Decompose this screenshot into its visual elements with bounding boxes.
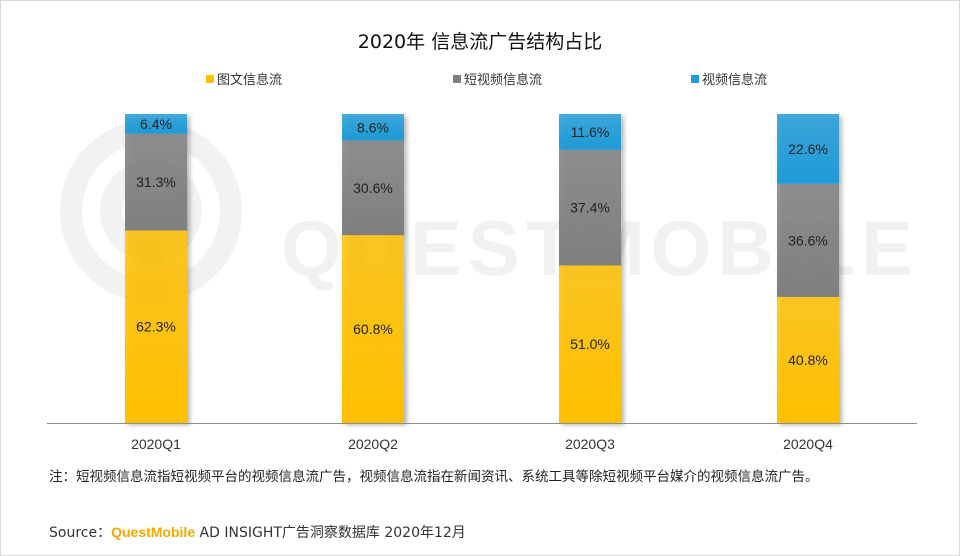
legend-item: 图文信息流 bbox=[206, 69, 282, 88]
legend-swatch bbox=[453, 74, 461, 83]
bar-segment bbox=[342, 140, 404, 236]
data-label: 62.3% bbox=[136, 319, 176, 335]
legend-label: 短视频信息流 bbox=[464, 73, 543, 88]
data-label: 8.6% bbox=[357, 119, 389, 135]
data-label: 30.6% bbox=[353, 180, 393, 196]
bar-segment bbox=[342, 235, 404, 423]
bar-segment bbox=[559, 149, 621, 266]
bar-segment bbox=[559, 265, 621, 423]
legend-item: 短视频信息流 bbox=[453, 69, 542, 88]
legend-swatch bbox=[206, 74, 214, 83]
source-line: Source：QuestMobile AD INSIGHT广告洞察数据库 202… bbox=[49, 522, 466, 542]
bar-segment bbox=[559, 114, 621, 150]
legend-label: 图文信息流 bbox=[217, 73, 283, 88]
legend-swatch bbox=[691, 74, 699, 83]
data-label: 22.6% bbox=[788, 141, 828, 157]
data-label: 60.8% bbox=[353, 321, 393, 337]
x-tick-label: 2020Q3 bbox=[565, 436, 615, 452]
footnote: 注：短视频信息流指短视频平台的视频信息流广告，视频信息流指在新闻资讯、系统工具等… bbox=[49, 469, 819, 485]
data-label: 6.4% bbox=[140, 116, 172, 132]
data-label: 36.6% bbox=[788, 232, 828, 248]
data-label: 51.0% bbox=[570, 336, 610, 352]
x-tick-label: 2020Q4 bbox=[783, 436, 833, 452]
bar-segment bbox=[342, 114, 404, 141]
bar-stack bbox=[125, 114, 187, 423]
bar-segment bbox=[777, 183, 839, 297]
x-tick-label: 2020Q2 bbox=[348, 436, 398, 452]
data-label: 37.4% bbox=[570, 200, 610, 216]
x-tick-label: 2020Q1 bbox=[131, 436, 181, 452]
source-label: Source： bbox=[49, 525, 112, 541]
data-label: 40.8% bbox=[788, 352, 828, 368]
bar-stack bbox=[777, 114, 839, 423]
chart-legend: 图文信息流 短视频信息流 视频信息流 bbox=[1, 69, 959, 89]
data-label: 11.6% bbox=[571, 124, 610, 140]
bar-segment bbox=[125, 114, 187, 134]
data-label: 31.3% bbox=[136, 174, 176, 190]
legend-item: 视频信息流 bbox=[691, 69, 767, 88]
legend-label: 视频信息流 bbox=[702, 73, 768, 88]
bar-segment bbox=[777, 114, 839, 184]
bar-segment bbox=[125, 230, 187, 423]
chart-plot: 62.3% 31.3% 6.4% 2020Q1 60.8% 30.6% 8.6% 2020Q2… bbox=[47, 114, 917, 452]
chart-title: 2020年 信息流广告结构占比 bbox=[357, 31, 603, 53]
source-detail: AD INSIGHT广告洞察数据库 2020年12月 bbox=[195, 525, 466, 541]
source-brand: QuestMobile bbox=[111, 524, 196, 540]
bar-stack bbox=[342, 114, 404, 423]
bar-segment bbox=[777, 296, 839, 423]
bar-stack bbox=[559, 114, 621, 423]
bar-segment bbox=[125, 133, 187, 231]
